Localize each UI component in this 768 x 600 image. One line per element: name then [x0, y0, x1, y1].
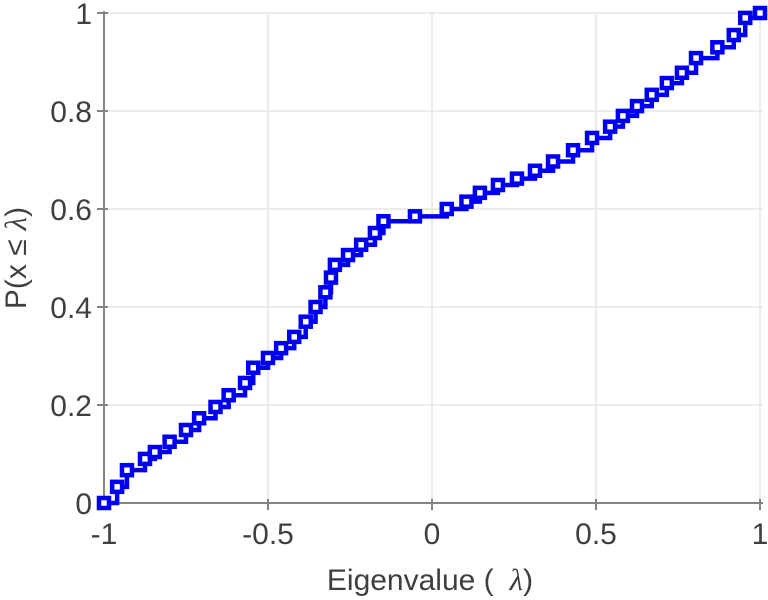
lambda-symbol: λ — [509, 562, 523, 597]
data-point-marker — [527, 163, 543, 179]
x-axis-label-close: ) — [523, 564, 533, 597]
data-point-marker — [459, 194, 474, 209]
data-point-marker — [147, 444, 163, 460]
y-tick-labels: 0 0.2 0.4 0.6 0.8 1 — [50, 0, 92, 521]
x-tick-label: 0 — [424, 518, 441, 551]
data-point-marker — [674, 65, 690, 81]
data-point-marker — [119, 462, 135, 478]
y-axis-label: P(x ≤ λ) — [0, 207, 33, 309]
cdf-stairs-series — [96, 5, 768, 511]
data-point-marker — [109, 479, 125, 495]
data-point-marker — [353, 237, 369, 253]
data-point-marker — [407, 209, 423, 224]
data-point-marker — [688, 50, 704, 66]
data-point-marker — [323, 270, 339, 285]
y-tick-label: 0.4 — [50, 292, 92, 325]
data-point-marker — [367, 225, 383, 241]
data-point-marker — [439, 201, 455, 217]
data-point-marker — [273, 340, 289, 356]
x-tick-label: -1 — [91, 518, 118, 551]
x-tick-label: 0.5 — [575, 518, 617, 551]
lambda-symbol: λ — [0, 217, 33, 231]
data-point-marker — [162, 434, 177, 449]
data-point-marker — [318, 285, 333, 300]
data-point-marker — [644, 87, 660, 103]
data-point-marker — [545, 154, 561, 169]
data-point-marker — [565, 142, 581, 158]
data-point-marker — [737, 10, 753, 26]
data-point-marker — [260, 350, 276, 366]
data-point-marker — [472, 185, 488, 201]
data-point-marker — [96, 495, 112, 511]
data-point-marker — [298, 314, 313, 329]
data-point-marker — [710, 40, 725, 55]
data-point-marker — [340, 247, 356, 263]
data-point-marker — [615, 108, 631, 124]
data-point-marker — [191, 410, 207, 426]
data-point-marker — [376, 214, 391, 229]
x-axis-label-text: Eigenvalue ( — [327, 564, 494, 597]
data-point-marker — [327, 257, 343, 273]
y-tick-label: 0.2 — [50, 390, 92, 423]
y-axis-label-text: P(x ≤ — [0, 239, 33, 309]
data-point-marker — [602, 119, 618, 134]
data-point-marker — [509, 171, 525, 186]
y-tick-label: 1 — [75, 0, 92, 31]
data-point-marker — [752, 5, 768, 21]
x-tick-label: 1 — [752, 518, 768, 551]
data-point-marker — [308, 299, 323, 315]
data-point-marker — [629, 98, 645, 114]
y-tick-label: 0 — [75, 488, 92, 521]
data-point-marker — [490, 177, 506, 193]
data-point-marker — [245, 360, 261, 376]
data-point-marker — [237, 375, 253, 391]
data-point-marker — [178, 422, 194, 438]
data-point-marker — [659, 75, 675, 91]
data-point-marker — [726, 27, 742, 43]
data-point-marker — [208, 399, 223, 415]
x-tick-labels: -1 -0.5 0 0.5 1 — [91, 518, 768, 551]
y-axis-label-close: ) — [0, 207, 33, 217]
data-point-marker — [286, 329, 302, 345]
y-tick-label: 0.6 — [50, 194, 92, 227]
x-tick-label: -0.5 — [242, 518, 294, 551]
data-point-marker — [221, 387, 236, 403]
y-tick-label: 0.8 — [50, 96, 92, 129]
data-point-marker — [584, 130, 600, 146]
x-axis-label: Eigenvalue ( λ) — [327, 562, 533, 597]
